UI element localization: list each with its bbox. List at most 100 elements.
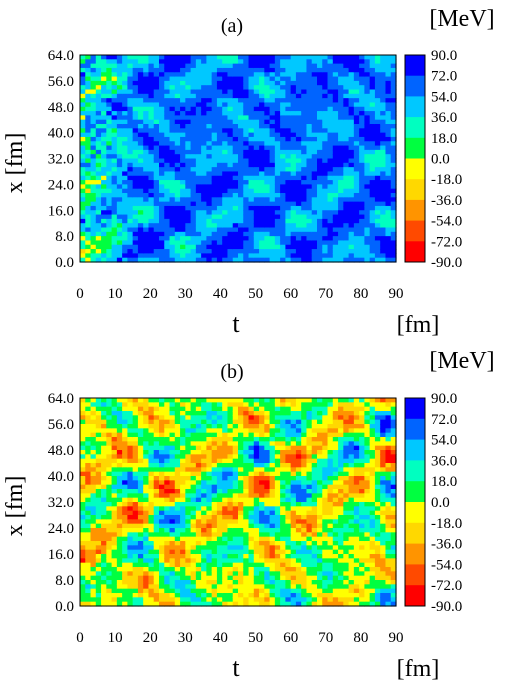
heatmap-cell <box>264 502 271 507</box>
panel-a: (a) [MeV] 0.0 8.0 16.0 24.0 32.0 40.0 48.0 56.0… <box>0 0 521 342</box>
heatmap-cell <box>90 398 97 403</box>
heatmap-cell <box>369 218 376 224</box>
heatmap-cell <box>116 210 123 216</box>
heatmap-cell <box>353 231 360 237</box>
heatmap-cell <box>164 593 171 598</box>
heatmap-cell <box>85 480 92 486</box>
heatmap-cell <box>322 188 329 194</box>
heatmap-cell <box>385 214 392 220</box>
heatmap-cell <box>269 545 276 551</box>
heatmap-cell <box>148 257 155 263</box>
heatmap-cell <box>216 562 223 568</box>
heatmap-cell <box>80 549 86 555</box>
heatmap-cell <box>301 415 308 421</box>
heatmap-cell <box>122 184 128 190</box>
heatmap-cell <box>164 72 171 78</box>
heatmap-cell <box>127 489 134 494</box>
heatmap-cell <box>169 193 176 198</box>
heatmap-cell <box>116 158 123 164</box>
heatmap-cell <box>227 424 234 429</box>
heatmap-cell <box>148 67 155 73</box>
heatmap-cell <box>269 119 276 125</box>
heatmap-cell <box>227 249 234 254</box>
heatmap-cell <box>280 463 286 468</box>
heatmap-cell <box>85 55 92 60</box>
heatmap-cell <box>95 406 102 412</box>
heatmap-cell <box>111 463 118 468</box>
heatmap-cell <box>132 419 139 425</box>
heatmap-cell <box>359 145 365 151</box>
heatmap-cell <box>327 180 334 185</box>
heatmap-cell <box>153 98 160 104</box>
heatmap-cell <box>169 188 176 194</box>
heatmap-cell <box>248 428 255 434</box>
heatmap-cell <box>148 55 155 60</box>
heatmap-cell <box>132 398 139 403</box>
heatmap-cell <box>295 489 302 494</box>
heatmap-cell <box>153 528 160 533</box>
heatmap-cell <box>238 201 244 207</box>
heatmap-cell <box>274 141 281 147</box>
heatmap-cell <box>195 432 202 438</box>
heatmap-cell <box>116 102 123 108</box>
heatmap-cell <box>80 59 86 65</box>
heatmap-cell <box>238 136 244 142</box>
heatmap-cell <box>238 128 244 134</box>
heatmap-cell <box>164 253 171 259</box>
heatmap-cell <box>153 67 160 73</box>
heatmap-cell <box>332 63 339 69</box>
heatmap-cell <box>243 257 250 263</box>
heatmap-cell <box>280 59 286 65</box>
heatmap-cell <box>259 571 265 577</box>
heatmap-cell <box>253 575 260 581</box>
heatmap-cell <box>269 227 276 233</box>
heatmap-cell <box>295 205 302 211</box>
heatmap-cell <box>153 124 160 129</box>
heatmap-cell <box>106 445 113 451</box>
heatmap-cell <box>243 218 250 224</box>
heatmap-cell <box>222 214 229 220</box>
heatmap-cell <box>137 411 144 416</box>
heatmap-cell <box>143 432 150 438</box>
heatmap-cell <box>85 158 92 164</box>
heatmap-cell <box>106 437 113 442</box>
heatmap-cell <box>116 205 123 211</box>
heatmap-cell <box>174 201 181 207</box>
heatmap-cell <box>343 132 350 138</box>
heatmap-cell <box>101 249 107 254</box>
heatmap-cell <box>127 536 134 542</box>
x-tick-label: 10 <box>108 286 123 302</box>
heatmap-cell <box>253 236 260 242</box>
heatmap-cell <box>290 218 297 224</box>
heatmap-cell <box>290 497 297 503</box>
heatmap-cell <box>216 236 223 242</box>
heatmap-cell <box>390 188 397 194</box>
heatmap-cell <box>80 119 86 125</box>
heatmap-cell <box>269 197 276 203</box>
heatmap-cell <box>85 63 92 69</box>
heatmap-cell <box>238 85 244 91</box>
heatmap-cell <box>290 98 297 104</box>
heatmap-cell <box>159 571 165 577</box>
heatmap-cell <box>159 167 165 173</box>
heatmap-cell <box>311 76 318 82</box>
heatmap-cell <box>169 398 176 403</box>
heatmap-cell <box>348 240 355 246</box>
heatmap-cell <box>269 93 276 99</box>
heatmap-cell <box>159 214 165 220</box>
heatmap-cell <box>143 76 150 82</box>
heatmap-cell <box>195 506 202 512</box>
heatmap-cell <box>295 106 302 112</box>
heatmap-cell <box>143 201 150 207</box>
heatmap-cell <box>264 541 271 546</box>
heatmap-cell <box>132 445 139 451</box>
heatmap-cell <box>106 197 113 203</box>
heatmap-cell <box>185 536 192 542</box>
heatmap-cell <box>248 411 255 416</box>
heatmap-cell <box>153 80 160 86</box>
heatmap-cell <box>232 205 239 211</box>
heatmap-cell <box>201 597 207 603</box>
heatmap-cell <box>106 528 113 533</box>
heatmap-cell <box>185 171 192 177</box>
heatmap-cell <box>116 484 123 490</box>
